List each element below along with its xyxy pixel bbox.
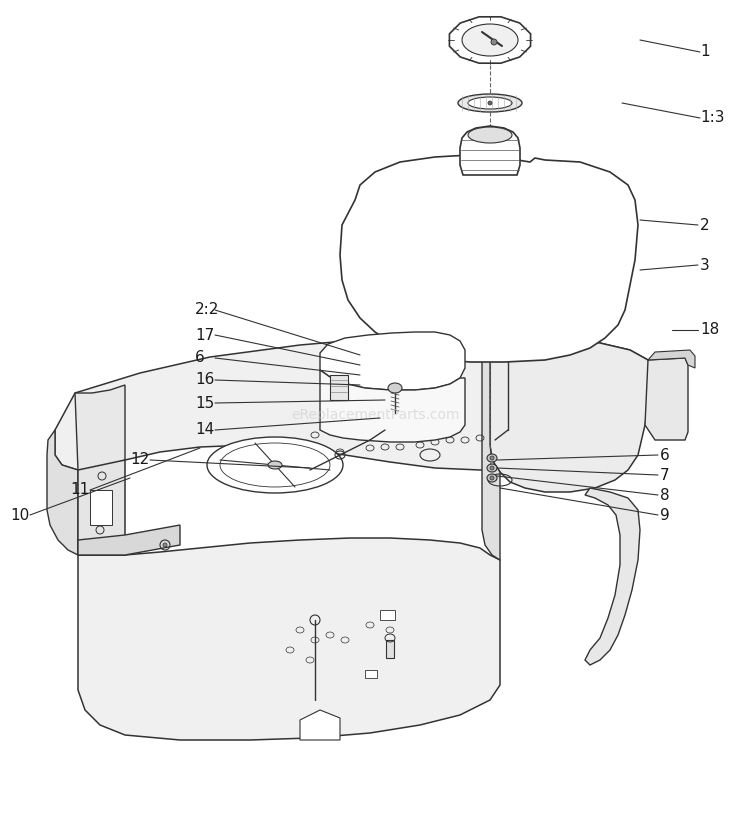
Polygon shape — [585, 488, 640, 665]
Text: 16: 16 — [195, 372, 214, 388]
Polygon shape — [75, 385, 125, 470]
Text: 10: 10 — [10, 508, 29, 523]
Ellipse shape — [487, 464, 497, 472]
Polygon shape — [320, 332, 465, 390]
Text: 15: 15 — [195, 395, 214, 410]
Text: 6: 6 — [660, 447, 670, 462]
Polygon shape — [449, 17, 530, 63]
Ellipse shape — [487, 474, 497, 482]
Ellipse shape — [491, 39, 497, 45]
Polygon shape — [78, 460, 125, 555]
Polygon shape — [460, 126, 520, 175]
Ellipse shape — [490, 456, 494, 460]
Ellipse shape — [490, 466, 494, 470]
Polygon shape — [78, 538, 500, 740]
Text: 3: 3 — [700, 257, 709, 273]
Polygon shape — [490, 335, 655, 492]
Polygon shape — [645, 358, 688, 440]
Polygon shape — [340, 155, 638, 362]
Text: eReplacementParts.com: eReplacementParts.com — [291, 408, 459, 422]
Text: 1:3: 1:3 — [700, 111, 724, 126]
Ellipse shape — [490, 476, 494, 480]
Text: 12: 12 — [130, 452, 149, 467]
Text: 8: 8 — [660, 487, 670, 503]
Polygon shape — [78, 525, 180, 555]
Text: 9: 9 — [660, 508, 670, 523]
Polygon shape — [47, 430, 78, 555]
Polygon shape — [648, 350, 695, 368]
Ellipse shape — [163, 543, 167, 547]
Ellipse shape — [462, 24, 518, 56]
Ellipse shape — [468, 127, 512, 143]
Text: 2: 2 — [700, 218, 709, 232]
Bar — [380, 610, 395, 620]
Bar — [386, 640, 394, 658]
Text: 7: 7 — [660, 467, 670, 482]
Polygon shape — [320, 370, 465, 442]
Text: 2:2: 2:2 — [195, 303, 219, 318]
Text: 14: 14 — [195, 423, 214, 437]
Ellipse shape — [458, 94, 522, 112]
Ellipse shape — [207, 437, 343, 493]
Ellipse shape — [388, 383, 402, 393]
Text: 18: 18 — [700, 323, 719, 337]
Text: 6: 6 — [195, 351, 205, 366]
Ellipse shape — [488, 101, 492, 105]
Text: 1: 1 — [700, 45, 709, 60]
Bar — [365, 670, 377, 678]
Bar — [90, 490, 112, 525]
Polygon shape — [300, 710, 340, 740]
Text: 17: 17 — [195, 327, 214, 342]
Ellipse shape — [468, 97, 512, 109]
Text: 11: 11 — [70, 482, 89, 498]
Polygon shape — [482, 338, 500, 560]
Ellipse shape — [268, 461, 282, 469]
Ellipse shape — [487, 454, 497, 462]
Bar — [330, 375, 348, 400]
Polygon shape — [55, 335, 655, 470]
